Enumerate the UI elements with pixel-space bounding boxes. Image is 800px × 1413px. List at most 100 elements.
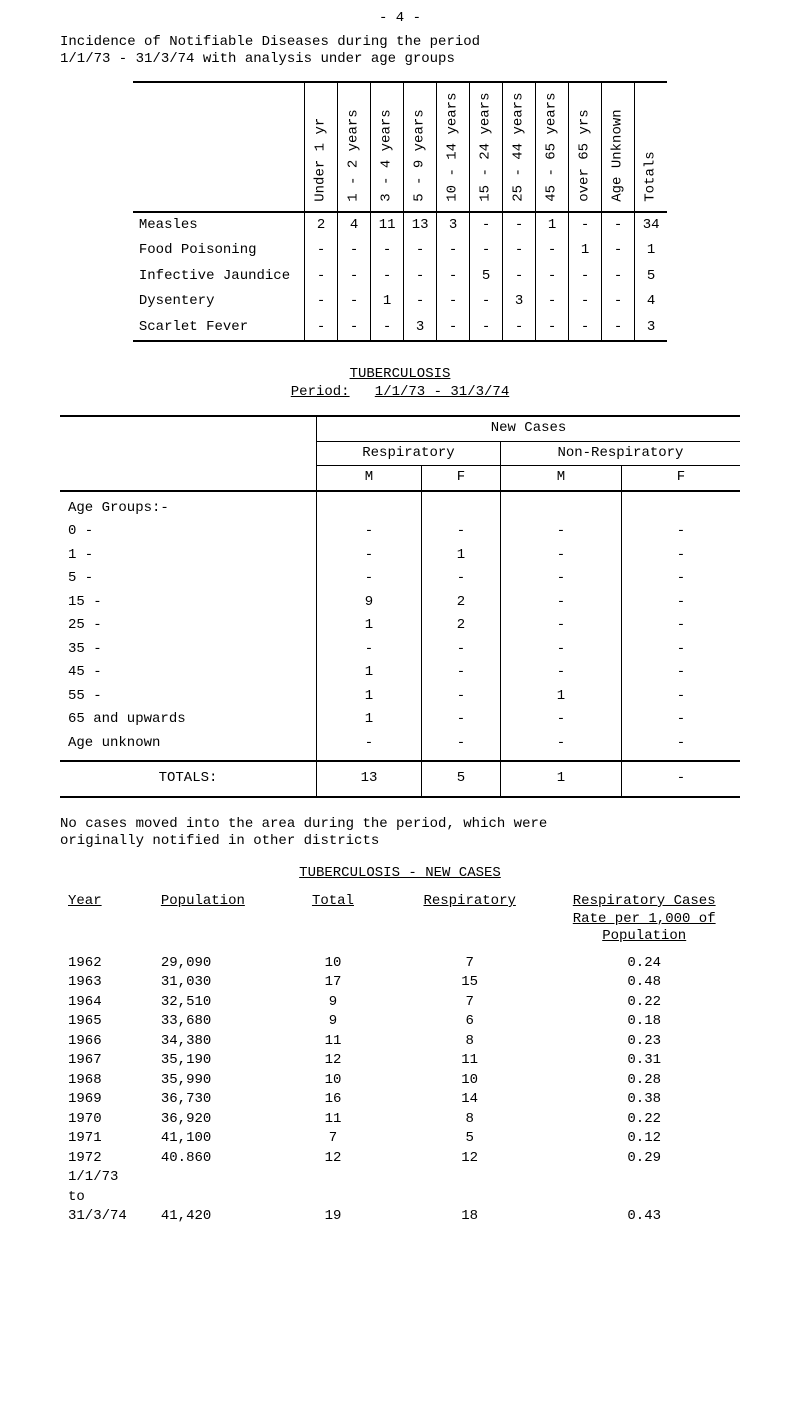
t1-cell: - xyxy=(536,289,569,315)
t2-row-label: 35 - xyxy=(60,638,317,662)
t2-group-resp: Respiratory xyxy=(317,441,501,466)
t1-col-header: 15 - 24 years xyxy=(470,82,503,212)
t1-cell: - xyxy=(404,264,437,290)
t3-cell: 8 xyxy=(391,1032,548,1052)
t1-cell: - xyxy=(338,315,371,342)
t2-cell: 1 xyxy=(317,685,422,709)
note-line-1: No cases moved into the area during the … xyxy=(60,816,547,832)
t3-cell: 0.31 xyxy=(548,1051,740,1071)
intro-line-2: 1/1/73 - 31/3/74 with analysis under age… xyxy=(60,51,455,67)
t3-cell: 35,190 xyxy=(153,1051,275,1071)
t1-cell: - xyxy=(305,238,338,264)
t1-cell: - xyxy=(503,315,536,342)
t2-cell: - xyxy=(500,520,621,544)
t3-cell: 29,090 xyxy=(153,954,275,974)
t3-cell: 0.48 xyxy=(548,973,740,993)
t1-cell: 2 xyxy=(305,212,338,239)
t1-cell: - xyxy=(536,264,569,290)
t3-cell: 6 xyxy=(391,1012,548,1032)
t3-cell: 0.24 xyxy=(548,954,740,974)
t1-cell: - xyxy=(437,315,470,342)
t3-cell: 9 xyxy=(275,1012,391,1032)
t3-cell: 15 xyxy=(391,973,548,993)
tb-yearly-table: Year Population Total Respiratory Respir… xyxy=(60,892,740,1227)
intro-line-1: Incidence of Notifiable Diseases during … xyxy=(60,34,480,50)
t2-row-label: 15 - xyxy=(60,591,317,615)
t3-col-pop: Population xyxy=(153,892,275,954)
t2-total-cell: - xyxy=(621,761,740,797)
t1-col-header: 5 - 9 years xyxy=(404,82,437,212)
t2-cell: - xyxy=(621,591,740,615)
t1-row-label: Dysentery xyxy=(133,289,305,315)
t1-cell: 1 xyxy=(635,238,668,264)
note-text: No cases moved into the area during the … xyxy=(60,816,780,851)
t2-sub-header: F xyxy=(422,466,501,491)
t1-cell: 3 xyxy=(635,315,668,342)
t2-row-label: 0 - xyxy=(60,520,317,544)
t3-cell: 5 xyxy=(391,1129,548,1149)
t1-cell: 11 xyxy=(371,212,404,239)
t1-cell: 34 xyxy=(635,212,668,239)
t1-col-header: Totals xyxy=(635,82,668,212)
t1-row-label: Measles xyxy=(133,212,305,239)
t3-col-tot: Total xyxy=(275,892,391,954)
t2-cell: 2 xyxy=(422,614,501,638)
t1-cell: - xyxy=(305,315,338,342)
t3-cell: 36,920 xyxy=(153,1110,275,1130)
t2-cell: - xyxy=(500,591,621,615)
t1-row-label: Infective Jaundice xyxy=(133,264,305,290)
tb-period: Period: 1/1/73 - 31/3/74 xyxy=(20,384,780,402)
t1-cell: - xyxy=(305,264,338,290)
t3-cell: 1962 xyxy=(60,954,153,974)
t1-col-header: 45 - 65 years xyxy=(536,82,569,212)
t2-cell: 1 xyxy=(317,661,422,685)
t3-cell: 1968 xyxy=(60,1071,153,1091)
t2-total-cell: 13 xyxy=(317,761,422,797)
t3-footer-cell: 18 xyxy=(391,1207,548,1227)
t3-cell: 8 xyxy=(391,1110,548,1130)
t2-cell: 1 xyxy=(317,708,422,732)
t1-cell: - xyxy=(569,289,602,315)
t3-cell: 32,510 xyxy=(153,993,275,1013)
t2-sub-header: M xyxy=(317,466,422,491)
tb-period-label: Period: xyxy=(291,384,350,400)
t2-cell: 1 xyxy=(317,614,422,638)
t2-cell: - xyxy=(422,708,501,732)
t3-cell: 0.22 xyxy=(548,1110,740,1130)
t1-cell: - xyxy=(338,264,371,290)
t3-cell: 0.38 xyxy=(548,1090,740,1110)
intro-text: Incidence of Notifiable Diseases during … xyxy=(60,34,780,69)
note-line-2: originally notified in other districts xyxy=(60,833,379,849)
t1-cell: - xyxy=(602,315,635,342)
t1-cell: - xyxy=(470,289,503,315)
t2-cell: - xyxy=(500,732,621,762)
t1-col-header: 3 - 4 years xyxy=(371,82,404,212)
t3-cell: 1972 xyxy=(60,1149,153,1169)
t1-cell: - xyxy=(602,212,635,239)
t1-cell: - xyxy=(536,238,569,264)
t2-cell: - xyxy=(500,708,621,732)
t1-cell: 1 xyxy=(569,238,602,264)
t1-cell: - xyxy=(503,264,536,290)
t1-col-header: 25 - 44 years xyxy=(503,82,536,212)
t3-cell: 1965 xyxy=(60,1012,153,1032)
t1-col-header: over 65 yrs xyxy=(569,82,602,212)
t3-footer-period: 1/1/73 xyxy=(60,1168,153,1188)
t2-cell: - xyxy=(500,567,621,591)
t2-cell: - xyxy=(500,638,621,662)
t1-cell: - xyxy=(305,289,338,315)
t2-cell: - xyxy=(621,685,740,709)
t1-cell: 5 xyxy=(635,264,668,290)
t2-cell: - xyxy=(500,544,621,568)
t1-cell: - xyxy=(536,315,569,342)
t2-cell: - xyxy=(422,638,501,662)
t2-row-label: 25 - xyxy=(60,614,317,638)
t3-cell: 0.28 xyxy=(548,1071,740,1091)
t1-row-label: Food Poisoning xyxy=(133,238,305,264)
t3-cell: 10 xyxy=(275,954,391,974)
t3-cell: 12 xyxy=(391,1149,548,1169)
t3-cell: 1971 xyxy=(60,1129,153,1149)
t1-cell: 4 xyxy=(338,212,371,239)
t2-cell: 9 xyxy=(317,591,422,615)
t1-cell: - xyxy=(371,315,404,342)
